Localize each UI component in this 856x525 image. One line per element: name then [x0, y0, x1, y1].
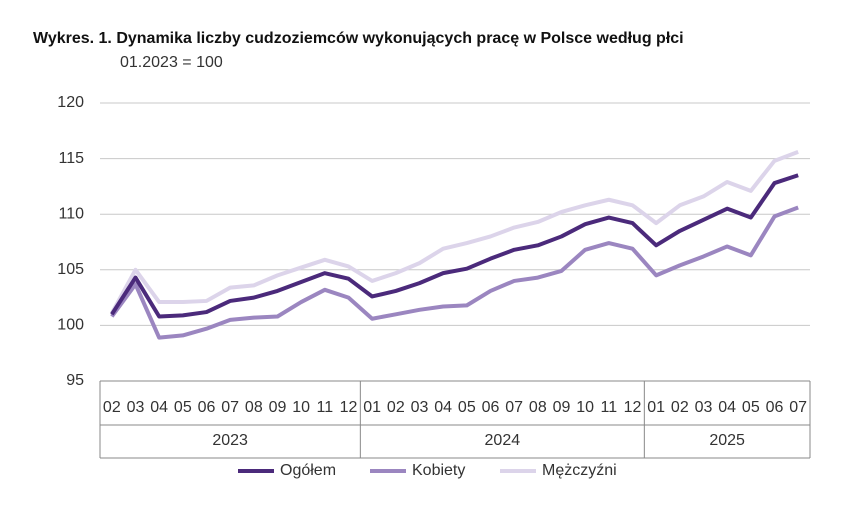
y-tick-label: 100	[57, 317, 84, 334]
x-tick-label: 06	[198, 399, 216, 416]
x-tick-label: 04	[434, 399, 452, 416]
legend-label: Mężczyźni	[542, 462, 617, 479]
y-tick-label: 120	[57, 94, 84, 111]
x-tick-label: 01	[647, 399, 665, 416]
chart-subtitle: 01.2023 = 100	[120, 54, 223, 71]
x-group-label: 2024	[485, 432, 521, 449]
x-tick-label: 10	[292, 399, 310, 416]
x-tick-label: 02	[387, 399, 405, 416]
x-tick-label: 04	[718, 399, 736, 416]
x-tick-label: 07	[789, 399, 807, 416]
x-tick-label: 02	[671, 399, 689, 416]
x-tick-label: 05	[458, 399, 476, 416]
series-line	[110, 173, 799, 319]
x-tick-label: 05	[174, 399, 192, 416]
series-line	[110, 150, 799, 315]
series-line	[110, 205, 799, 340]
x-tick-label: 07	[505, 399, 523, 416]
chart-title: Wykres. 1. Dynamika liczby cudzoziemców …	[33, 30, 684, 47]
x-tick-label: 11	[317, 399, 334, 416]
x-group-label: 2025	[709, 432, 745, 449]
x-tick-label: 08	[529, 399, 547, 416]
legend-label: Kobiety	[412, 462, 465, 479]
legend-label: Ogółem	[280, 462, 336, 479]
y-tick-label: 115	[58, 150, 84, 167]
x-tick-label: 06	[482, 399, 500, 416]
x-tick-label: 11	[601, 399, 618, 416]
x-tick-label: 05	[742, 399, 760, 416]
x-tick-label: 02	[103, 399, 121, 416]
x-tick-label: 07	[221, 399, 239, 416]
x-tick-label: 12	[340, 399, 358, 416]
x-tick-label: 03	[411, 399, 429, 416]
x-tick-label: 04	[150, 399, 168, 416]
y-tick-label: 110	[58, 205, 84, 222]
y-tick-label: 105	[57, 261, 84, 278]
x-tick-label: 09	[553, 399, 571, 416]
x-tick-label: 03	[127, 399, 145, 416]
x-tick-label: 12	[624, 399, 642, 416]
x-tick-label: 03	[695, 399, 713, 416]
y-tick-label: 95	[66, 372, 84, 389]
x-group-label: 2023	[212, 432, 248, 449]
x-tick-label: 08	[245, 399, 263, 416]
x-tick-label: 09	[269, 399, 287, 416]
x-tick-label: 06	[766, 399, 784, 416]
x-tick-label: 10	[576, 399, 594, 416]
x-tick-label: 01	[363, 399, 381, 416]
